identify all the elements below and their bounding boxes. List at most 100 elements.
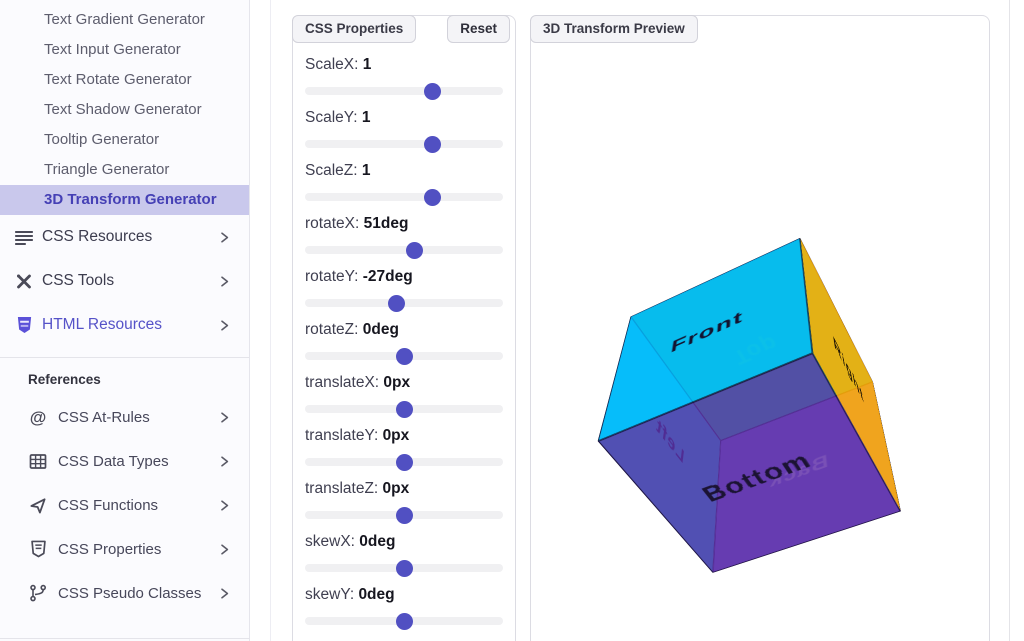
- sidebar-item-3d-transform-generator[interactable]: 3D Transform Generator: [0, 185, 249, 215]
- slider-track-skewx[interactable]: [305, 559, 503, 577]
- slider-thumb-scalex[interactable]: [424, 82, 442, 100]
- sidebar-bottom-divider: [0, 638, 250, 639]
- slider-row-scalex: ScaleX: 1: [305, 54, 503, 100]
- sidebar-section-html-resources[interactable]: HTML Resources: [0, 303, 249, 347]
- slider-separator: :: [354, 321, 363, 338]
- slider-thumb-skewx[interactable]: [395, 559, 413, 577]
- slider-label: skewX: 0deg: [305, 531, 503, 553]
- slider-thumb-rotatez[interactable]: [395, 347, 413, 365]
- slider-property-name: ScaleX: [305, 56, 355, 73]
- section-label: HTML Resources: [42, 316, 163, 333]
- slider-row-rotatey: rotateY: -27deg: [305, 266, 503, 312]
- slider-property-value: 0deg: [362, 321, 399, 338]
- slider-thumb-rotatey[interactable]: [388, 294, 406, 312]
- reference-label: CSS Data Types: [58, 452, 169, 470]
- sidebar-item-triangle-generator[interactable]: Triangle Generator: [44, 161, 170, 178]
- slider-thumb-translatex[interactable]: [395, 400, 413, 418]
- slider-property-name: rotateY: [305, 268, 355, 285]
- slider-row-scalez: ScaleZ: 1: [305, 160, 503, 206]
- chevron-right-icon: [219, 319, 231, 332]
- sidebar: Text Gradient Generator Text Input Genera…: [0, 0, 250, 641]
- slider-track-rotatey[interactable]: [305, 294, 503, 312]
- chevron-right-icon: [219, 411, 231, 424]
- slider-label: ScaleX: 1: [305, 54, 503, 76]
- reference-label: CSS Pseudo Classes: [58, 584, 202, 602]
- sidebar-item-text-rotate-generator[interactable]: Text Rotate Generator: [44, 71, 192, 88]
- slider-row-skewx: skewX: 0deg: [305, 531, 503, 577]
- slider-track-scalez[interactable]: [305, 188, 503, 206]
- chevron-right-icon: [219, 275, 231, 288]
- slider-separator: :: [349, 586, 359, 603]
- slider-track-rotatex[interactable]: [305, 241, 503, 259]
- sidebar-item-text-shadow-generator[interactable]: Text Shadow Generator: [44, 101, 202, 118]
- slider-track-skewy[interactable]: [305, 612, 503, 630]
- slider-track-rotatez[interactable]: [305, 347, 503, 365]
- cube-face-label: Front: [669, 307, 744, 357]
- slider-track-translatey[interactable]: [305, 453, 503, 471]
- slider-row-scaley: ScaleY: 1: [305, 107, 503, 153]
- at-icon: @: [29, 407, 47, 427]
- sidebar-item-css-functions[interactable]: CSS Functions: [0, 483, 249, 527]
- slider-thumb-translatey[interactable]: [395, 453, 413, 471]
- slider-property-name: ScaleZ: [305, 162, 354, 179]
- slider-track-translatez[interactable]: [305, 506, 503, 524]
- slider-separator: :: [373, 427, 383, 444]
- slider-property-name: ScaleY: [305, 109, 354, 126]
- slider-separator: :: [354, 268, 363, 285]
- slider-thumb-scaley[interactable]: [424, 135, 442, 153]
- css-shield-icon: [28, 540, 48, 558]
- slider-separator: :: [354, 215, 364, 232]
- slider-property-value: 0deg: [359, 533, 396, 550]
- slider-separator: :: [354, 56, 363, 73]
- slider-label: translateY: 0px: [305, 425, 503, 447]
- slider-label: ScaleZ: 1: [305, 160, 503, 182]
- sidebar-item-css-at-rules[interactable]: @ CSS At-Rules: [0, 395, 249, 439]
- slider-label: rotateZ: 0deg: [305, 319, 503, 341]
- slider-thumb-scalez[interactable]: [424, 188, 442, 206]
- sidebar-item-css-properties[interactable]: CSS Properties: [0, 527, 249, 571]
- sidebar-item-css-data-types[interactable]: CSS Data Types: [0, 439, 249, 483]
- sidebar-item-text-gradient-generator[interactable]: Text Gradient Generator: [44, 11, 205, 28]
- chevron-right-icon: [219, 543, 231, 556]
- slider-property-name: translateY: [305, 427, 374, 444]
- sidebar-section-css-resources[interactable]: CSS Resources: [0, 215, 249, 259]
- sidebar-item-css-pseudo-classes[interactable]: CSS Pseudo Classes: [0, 571, 249, 615]
- slider-thumb-translatez[interactable]: [395, 506, 413, 524]
- slider-property-value: 1: [361, 162, 371, 179]
- slider-property-value: 0deg: [358, 586, 395, 603]
- cube-face-label: Bottom: [696, 446, 816, 506]
- slider-track-scalex[interactable]: [305, 82, 503, 100]
- cube: FrontBackRightLeftTopBottom: [597, 237, 901, 573]
- preview-panel: 3D Transform Preview FrontBackRightLeftT…: [530, 15, 990, 641]
- references-list: @ CSS At-Rules CSS Data Types CSS Functions…: [0, 395, 249, 615]
- slider-property-value: 1: [361, 109, 371, 126]
- page-scrollbar-line[interactable]: [1009, 0, 1010, 641]
- slider-track-translatex[interactable]: [305, 400, 503, 418]
- content-divider-line: [270, 0, 271, 641]
- reference-label: CSS Properties: [58, 540, 162, 558]
- preview-panel-title: 3D Transform Preview: [530, 15, 698, 43]
- slider-property-name: rotateZ: [305, 321, 355, 338]
- references-title: References: [28, 372, 101, 387]
- generator-list: Text Gradient Generator Text Input Genera…: [0, 0, 249, 215]
- slider-thumb-rotatex[interactable]: [406, 241, 424, 259]
- slider-row-translatey: translateY: 0px: [305, 425, 503, 471]
- slider-property-name: translateZ: [305, 480, 374, 497]
- sidebar-section-css-tools[interactable]: CSS Tools: [0, 259, 249, 303]
- css-properties-panel-title: CSS Properties: [292, 15, 417, 43]
- section-label: CSS Resources: [42, 228, 153, 245]
- html5-shield-icon: [14, 316, 34, 334]
- slider-thumb-skewy[interactable]: [395, 612, 413, 630]
- sidebar-item-tooltip-generator[interactable]: Tooltip Generator: [44, 131, 160, 148]
- slider-property-value: 51deg: [363, 215, 409, 232]
- reference-label: CSS Functions: [58, 496, 159, 514]
- slider-track-scaley[interactable]: [305, 135, 503, 153]
- slider-property-name: skewX: [305, 533, 351, 550]
- sidebar-item-text-input-generator[interactable]: Text Input Generator: [44, 41, 181, 58]
- slider-property-name: rotateX: [305, 215, 355, 232]
- reset-button[interactable]: Reset: [447, 15, 510, 43]
- chevron-right-icon: [219, 231, 231, 244]
- slider-separator: :: [353, 109, 362, 126]
- references-section: References @ CSS At-Rules CSS Data Types CS…: [0, 357, 249, 615]
